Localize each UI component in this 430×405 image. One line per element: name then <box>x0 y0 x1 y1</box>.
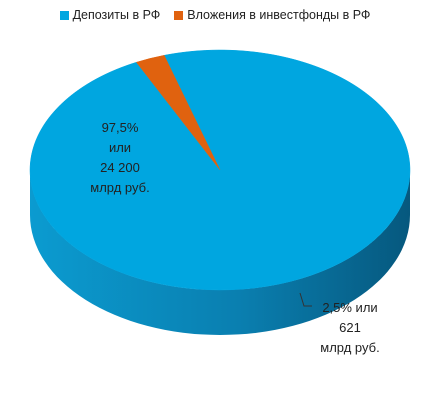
pie-slice-funds <box>135 55 221 171</box>
leader-line-funds <box>299 292 312 307</box>
data-label-funds-line1: 2,5% или <box>322 300 378 315</box>
legend-swatch-funds <box>174 10 184 20</box>
data-label-funds-line2: 621 <box>339 320 361 335</box>
legend-item-funds: Вложения в инвестфонды в РФ <box>174 8 370 22</box>
legend-item-deposits: Депозиты в РФ <box>59 8 161 22</box>
data-label-deposits-line4: млрд руб. <box>90 180 150 195</box>
pie-side-deposits <box>30 170 410 335</box>
data-label-funds-line3: млрд руб. <box>320 340 380 355</box>
data-label-deposits-line3: 24 200 <box>100 160 140 175</box>
data-label-deposits-line1: 97,5% <box>101 120 139 135</box>
data-label-deposits-line2: или <box>108 140 132 155</box>
data-label-funds: 2,5% или 621 млрд руб. <box>300 298 400 358</box>
data-label-deposits: 97,5% или 24 200 млрд руб. <box>75 118 165 198</box>
legend-label-funds: Вложения в инвестфонды в РФ <box>187 8 371 22</box>
chart-legend: Депозиты в РФ Вложения в инвестфонды в Р… <box>0 8 430 22</box>
legend-swatch-deposits <box>59 10 69 20</box>
legend-label-deposits: Депозиты в РФ <box>72 8 161 22</box>
